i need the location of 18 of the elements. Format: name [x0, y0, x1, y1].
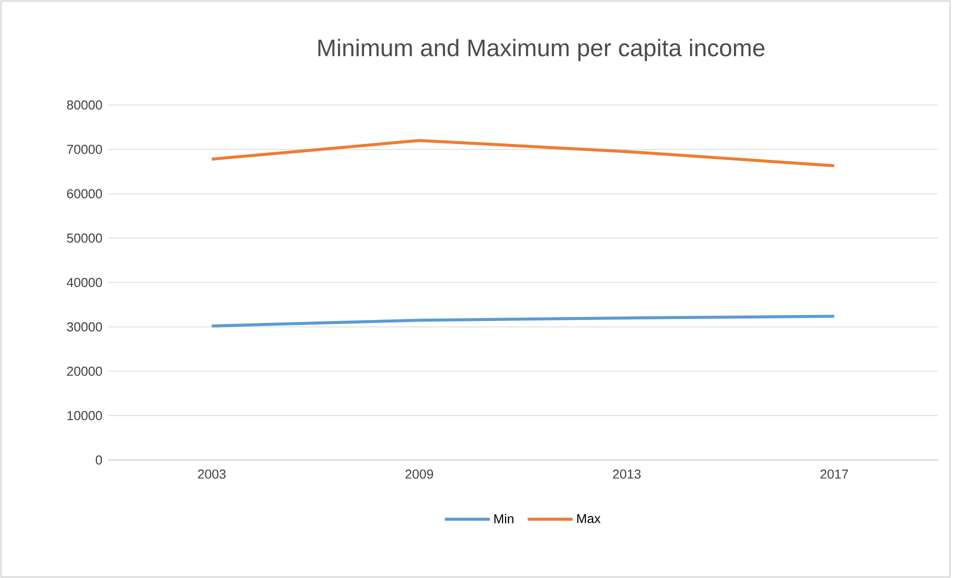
legend-label: Min: [494, 514, 514, 524]
y-tick-label: 0: [96, 455, 102, 465]
y-tick-label: 80000: [67, 100, 102, 110]
x-tick-label: 2003: [198, 470, 226, 479]
y-tick-label: 10000: [67, 411, 102, 420]
y-tick-label: 40000: [66, 278, 102, 288]
line-series: [210, 314, 836, 328]
y-tick-label: 20000: [67, 366, 102, 376]
x-tick-label: 2009: [406, 470, 434, 479]
x-tick-label: 2017: [820, 470, 848, 479]
chart-title: Minimum and Maximum per capita income: [318, 38, 764, 62]
y-tick-label: 70000: [67, 144, 102, 154]
y-tick-label: 50000: [66, 234, 102, 243]
y-tick-label: 30000: [66, 322, 102, 332]
y-tick-label: 60000: [67, 189, 102, 198]
line-series: [210, 138, 836, 168]
legend-label: Max: [577, 514, 601, 524]
x-tick-label: 2013: [613, 470, 641, 479]
